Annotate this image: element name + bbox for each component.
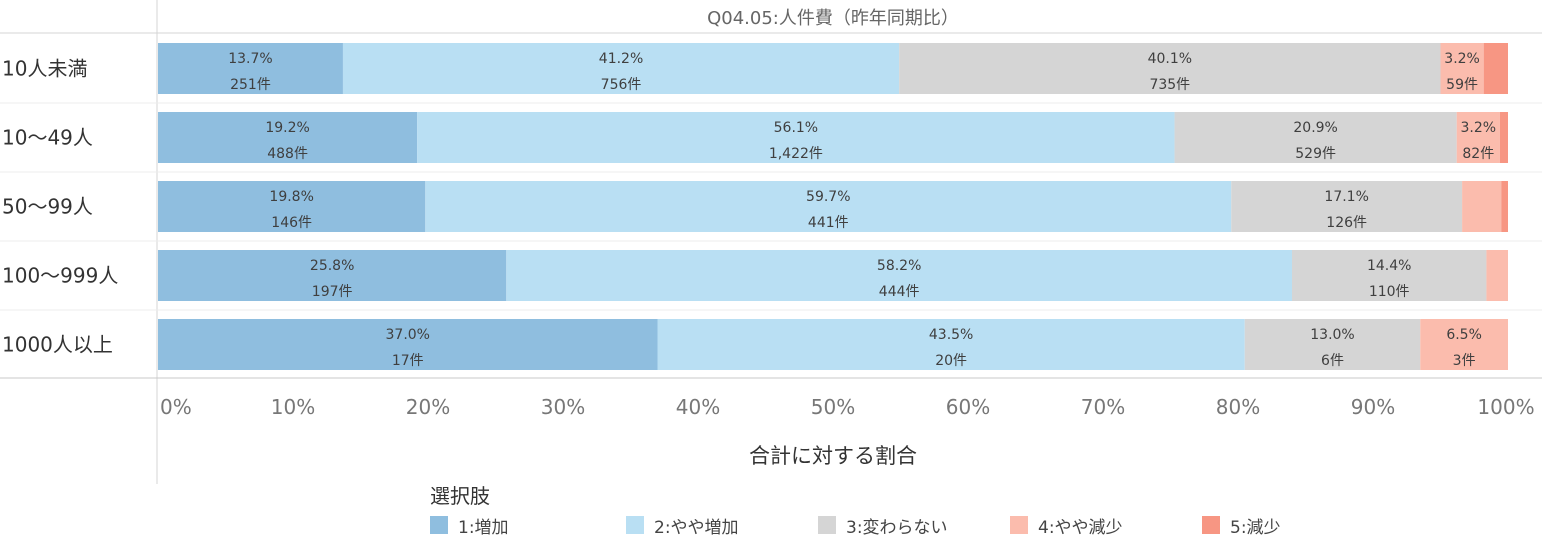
category-label: 10人未満: [2, 57, 87, 81]
bar-segment: [158, 319, 658, 370]
legend-item-slight-decrease[interactable]: 4:やや減少: [1010, 514, 1123, 538]
bar-pct-label: 58.2%: [877, 258, 921, 274]
bar-pct-label: 43.5%: [929, 327, 973, 343]
bar-pct-label: 37.0%: [386, 327, 430, 343]
bar-pct-label: 19.2%: [265, 120, 309, 136]
bar-pct-label: 3.2%: [1444, 51, 1480, 67]
bar-segment: [158, 112, 418, 163]
bar-segment: [899, 43, 1441, 94]
bar-count-label: 126件: [1326, 215, 1367, 231]
x-tick-label: 20%: [406, 395, 450, 419]
legend-item-slight-increase[interactable]: 2:やや増加: [626, 514, 739, 538]
bar-pct-label: 6.5%: [1446, 327, 1482, 343]
bar-pct-label: 3.2%: [1461, 120, 1497, 136]
bar-segment: [158, 250, 507, 301]
bar-count-label: 529件: [1295, 146, 1336, 162]
bar-segment: [1499, 112, 1508, 163]
bar-pct-label: 59.7%: [806, 189, 850, 205]
bar-segment: [657, 319, 1245, 370]
bar-pct-label: 14.4%: [1367, 258, 1411, 274]
legend-label: 3:変わらない: [846, 517, 948, 538]
chart-title: Q04.05:人件費（昨年同期比）: [707, 8, 959, 29]
legend-swatch: [626, 516, 644, 534]
bar-segment: [1486, 250, 1508, 301]
bar-pct-label: 19.8%: [269, 189, 313, 205]
x-tick-label: 40%: [676, 395, 720, 419]
bar-count-label: 251件: [230, 77, 271, 93]
legend-title: 選択肢: [430, 484, 490, 508]
category-label: 1000人以上: [2, 333, 113, 357]
legend-item-decrease[interactable]: 5:減少: [1202, 514, 1281, 538]
x-tick-label: 60%: [946, 395, 990, 419]
legend-swatch: [430, 516, 448, 534]
legend-swatch: [1202, 516, 1220, 534]
bar-segment: [1420, 319, 1508, 370]
bar-pct-label: 25.8%: [310, 258, 354, 274]
bar-segment: [1244, 319, 1421, 370]
bar-pct-label: 13.7%: [228, 51, 272, 67]
category-label: 10〜49人: [2, 126, 93, 150]
bar-segment: [506, 250, 1292, 301]
bar-count-label: 441件: [808, 215, 849, 231]
category-label: 50〜99人: [2, 195, 93, 219]
bar-count-label: 146件: [271, 215, 312, 231]
bar-segment: [158, 43, 343, 94]
bar-segment: [342, 43, 900, 94]
bar-count-label: 59件: [1446, 77, 1478, 93]
legend-label: 2:やや増加: [654, 517, 739, 538]
legend-swatch: [1010, 516, 1028, 534]
bar-segment: [158, 181, 426, 232]
bar-count-label: 488件: [267, 146, 308, 162]
bar-pct-label: 40.1%: [1148, 51, 1192, 67]
bar-pct-label: 56.1%: [774, 120, 818, 136]
bar-count-label: 110件: [1369, 284, 1410, 300]
x-tick-label: 80%: [1216, 395, 1260, 419]
x-tick-label: 70%: [1081, 395, 1125, 419]
bar-segment: [1292, 250, 1487, 301]
bar-count-label: 444件: [879, 284, 920, 300]
bar-pct-label: 41.2%: [599, 51, 643, 67]
bar-count-label: 82件: [1462, 146, 1494, 162]
bar-segment: [1231, 181, 1463, 232]
bar-count-label: 3件: [1453, 353, 1476, 369]
legend-item-increase[interactable]: 1:増加: [430, 514, 509, 538]
bar-pct-label: 13.0%: [1310, 327, 1354, 343]
bar-count-label: 735件: [1149, 77, 1190, 93]
bar-count-label: 1,422件: [769, 146, 823, 162]
bar-segment: [425, 181, 1232, 232]
bar-segment: [1501, 181, 1508, 232]
bar-count-label: 20件: [935, 353, 967, 369]
bar-segment: [1174, 112, 1457, 163]
x-axis-label: 合計に対する割合: [749, 444, 917, 468]
x-tick-label: 50%: [811, 395, 855, 419]
bar-pct-label: 17.1%: [1324, 189, 1368, 205]
bar-count-label: 17件: [392, 353, 424, 369]
bar-count-label: 6件: [1321, 353, 1344, 369]
x-tick-label: 100%: [1477, 395, 1534, 419]
bar-segment: [1456, 112, 1500, 163]
category-label: 100〜999人: [2, 264, 118, 288]
x-tick-label: 0%: [160, 395, 192, 419]
bar-count-label: 197件: [312, 284, 353, 300]
x-tick-label: 10%: [271, 395, 315, 419]
legend-swatch: [818, 516, 836, 534]
bar-segment: [417, 112, 1175, 163]
bar-segment: [1462, 181, 1502, 232]
x-tick-label: 30%: [541, 395, 585, 419]
legend-label: 1:増加: [458, 517, 509, 538]
bar-segment: [1483, 43, 1508, 94]
legend-label: 5:減少: [1230, 517, 1281, 538]
bar-segment: [1440, 43, 1484, 94]
bar-pct-label: 20.9%: [1293, 120, 1337, 136]
legend-item-no-change[interactable]: 3:変わらない: [818, 514, 948, 538]
legend: 選択肢 1:増加 2:やや増加 3:変わらない 4:やや減少 5:減少: [430, 480, 1530, 540]
x-tick-label: 90%: [1351, 395, 1395, 419]
legend-label: 4:やや減少: [1038, 517, 1123, 538]
bar-count-label: 756件: [601, 77, 642, 93]
